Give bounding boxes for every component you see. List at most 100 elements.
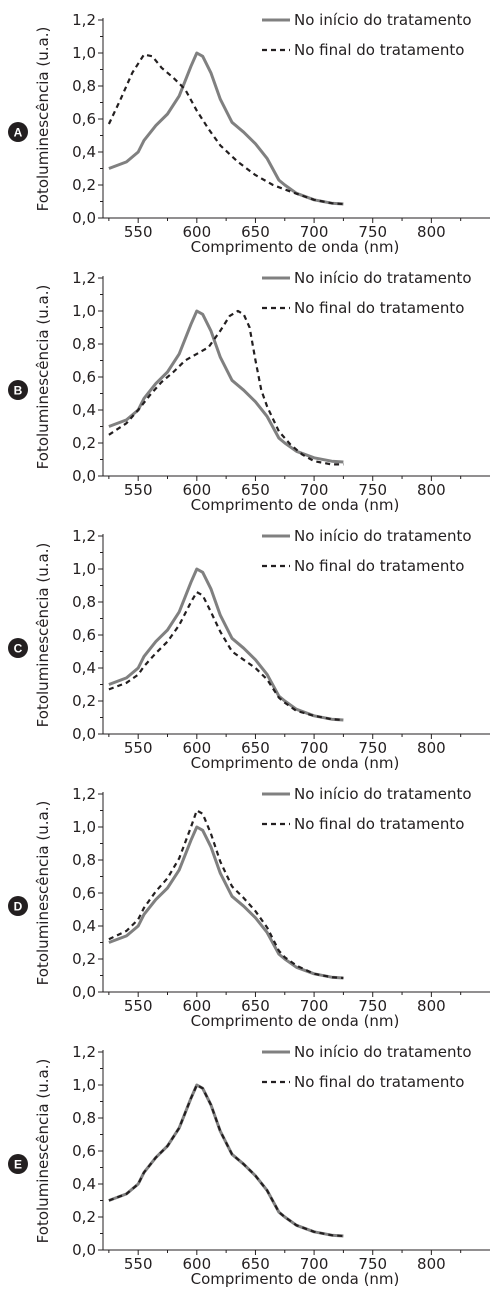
y-tick-label: 0,0	[72, 209, 96, 227]
y-tick-label: 1,0	[72, 560, 96, 578]
legend-label-final: No final do tratamento	[294, 1073, 464, 1091]
x-axis-title: Comprimento de onda (nm)	[191, 496, 400, 514]
y-tick-label: 0,6	[72, 626, 96, 644]
y-tick-label: 1,2	[72, 11, 96, 29]
series-line-inicio	[108, 825, 344, 980]
chart-panel-c: 0,0 0,2 0,4 0,6 0,8 1,0 1,2 550 600 650 700 750 800 C…	[8, 527, 490, 772]
y-tick-label: 0,8	[72, 1109, 96, 1127]
legend-label-final: No final do tratamento	[294, 557, 464, 575]
x-tick-label: 600	[182, 223, 211, 241]
y-axis-title: Fotoluminescência (u.a.)	[34, 543, 52, 728]
y-tick-label: 0,8	[72, 593, 96, 611]
series-line-final	[107, 53, 344, 206]
chart-panel-b: 0,0 0,2 0,4 0,6 0,8 1,0 1,2 550 600 650 700 750 800 C…	[8, 269, 490, 514]
y-tick-label: 1,0	[72, 302, 96, 320]
series-line-final	[108, 1083, 344, 1238]
series-line-inicio	[108, 567, 344, 722]
y-tick-label: 0,0	[72, 725, 96, 743]
x-tick-label: 800	[417, 481, 446, 499]
legend-label-final: No final do tratamento	[294, 41, 464, 59]
y-tick-label: 0,4	[72, 1175, 96, 1193]
panel-badge-letter: B	[14, 384, 23, 398]
panel-badge	[8, 1154, 28, 1174]
series-line-inicio	[108, 1083, 344, 1238]
y-tick-label: 0,8	[72, 335, 96, 353]
y-tick-label: 0,4	[72, 401, 96, 419]
y-tick-label: 0,0	[72, 1241, 96, 1259]
y-tick-label: 0,0	[72, 467, 96, 485]
x-tick-label: 700	[300, 481, 329, 499]
x-axis-title: Comprimento de onda (nm)	[191, 1270, 400, 1288]
x-tick-label: 550	[124, 997, 153, 1015]
legend-label-final: No final do tratamento	[294, 299, 464, 317]
legend-label-inicio: No início do tratamento	[294, 785, 472, 803]
x-tick-label: 750	[358, 223, 387, 241]
x-tick-label: 550	[124, 481, 153, 499]
x-tick-label: 700	[300, 1255, 329, 1273]
x-tick-label: 550	[124, 1255, 153, 1273]
series-line-final	[108, 309, 344, 466]
y-axis-title: Fotoluminescência (u.a.)	[34, 285, 52, 470]
y-tick-label: 0,8	[72, 851, 96, 869]
y-tick-label: 1,0	[72, 1076, 96, 1094]
y-tick-label: 0,2	[72, 1208, 96, 1226]
y-tick-label: 1,2	[72, 785, 96, 803]
y-tick-label: 0,2	[72, 176, 96, 194]
x-tick-label: 600	[182, 1255, 211, 1273]
x-tick-label: 750	[358, 739, 387, 757]
legend-label-final: No final do tratamento	[294, 815, 464, 833]
x-tick-label: 600	[182, 997, 211, 1015]
x-tick-label: 550	[124, 739, 153, 757]
x-tick-label: 700	[300, 739, 329, 757]
series-line-final	[108, 590, 344, 722]
chart-panel-d: 0,0 0,2 0,4 0,6 0,8 1,0 1,2 550 600 650 700 750 800 C…	[8, 785, 490, 1030]
x-tick-label: 800	[417, 1255, 446, 1273]
y-tick-label: 0,4	[72, 917, 96, 935]
y-tick-label: 0,4	[72, 659, 96, 677]
x-tick-label: 650	[241, 1255, 270, 1273]
y-tick-label: 0,6	[72, 1142, 96, 1160]
legend-label-inicio: No início do tratamento	[294, 269, 472, 287]
x-tick-label: 650	[241, 739, 270, 757]
y-tick-label: 0,6	[72, 884, 96, 902]
y-tick-label: 1,2	[72, 269, 96, 287]
panel-badge-letter: E	[14, 1158, 22, 1172]
legend-label-inicio: No início do tratamento	[294, 1043, 472, 1061]
chart-panel-e: 0,0 0,2 0,4 0,6 0,8 1,0 1,2 550 600 650 700 750 800 C…	[8, 1043, 490, 1288]
x-tick-label: 750	[358, 1255, 387, 1273]
panel-badge-letter: D	[14, 900, 23, 914]
y-tick-label: 0,8	[72, 77, 96, 95]
x-tick-label: 700	[300, 223, 329, 241]
x-tick-label: 550	[124, 223, 153, 241]
panel-badge	[8, 638, 28, 658]
y-tick-label: 1,2	[72, 1043, 96, 1061]
panel-badge	[8, 122, 28, 142]
x-tick-label: 700	[300, 997, 329, 1015]
panel-badge	[8, 896, 28, 916]
x-tick-label: 750	[358, 997, 387, 1015]
series-line-inicio	[108, 309, 344, 464]
y-tick-label: 1,0	[72, 44, 96, 62]
y-tick-label: 0,2	[72, 434, 96, 452]
x-tick-label: 800	[417, 223, 446, 241]
panel-badge-letter: A	[14, 126, 23, 140]
y-tick-label: 1,2	[72, 527, 96, 545]
y-tick-label: 0,6	[72, 110, 96, 128]
y-tick-label: 0,4	[72, 143, 96, 161]
x-tick-label: 650	[241, 481, 270, 499]
series-line-final	[108, 809, 344, 980]
panel-badge	[8, 380, 28, 400]
y-tick-label: 0,2	[72, 950, 96, 968]
x-tick-label: 800	[417, 997, 446, 1015]
y-axis-title: Fotoluminescência (u.a.)	[34, 1059, 52, 1244]
x-tick-label: 600	[182, 739, 211, 757]
legend-label-inicio: No início do tratamento	[294, 527, 472, 545]
x-tick-label: 650	[241, 223, 270, 241]
y-axis-title: Fotoluminescência (u.a.)	[34, 801, 52, 986]
y-tick-label: 1,0	[72, 818, 96, 836]
x-tick-label: 600	[182, 481, 211, 499]
x-tick-label: 750	[358, 481, 387, 499]
chart-panel-a: 0,0 0,2 0,4 0,6 0,8 1,0 1,2 550 600 650 700 750 800 C…	[8, 11, 490, 256]
y-tick-label: 0,6	[72, 368, 96, 386]
